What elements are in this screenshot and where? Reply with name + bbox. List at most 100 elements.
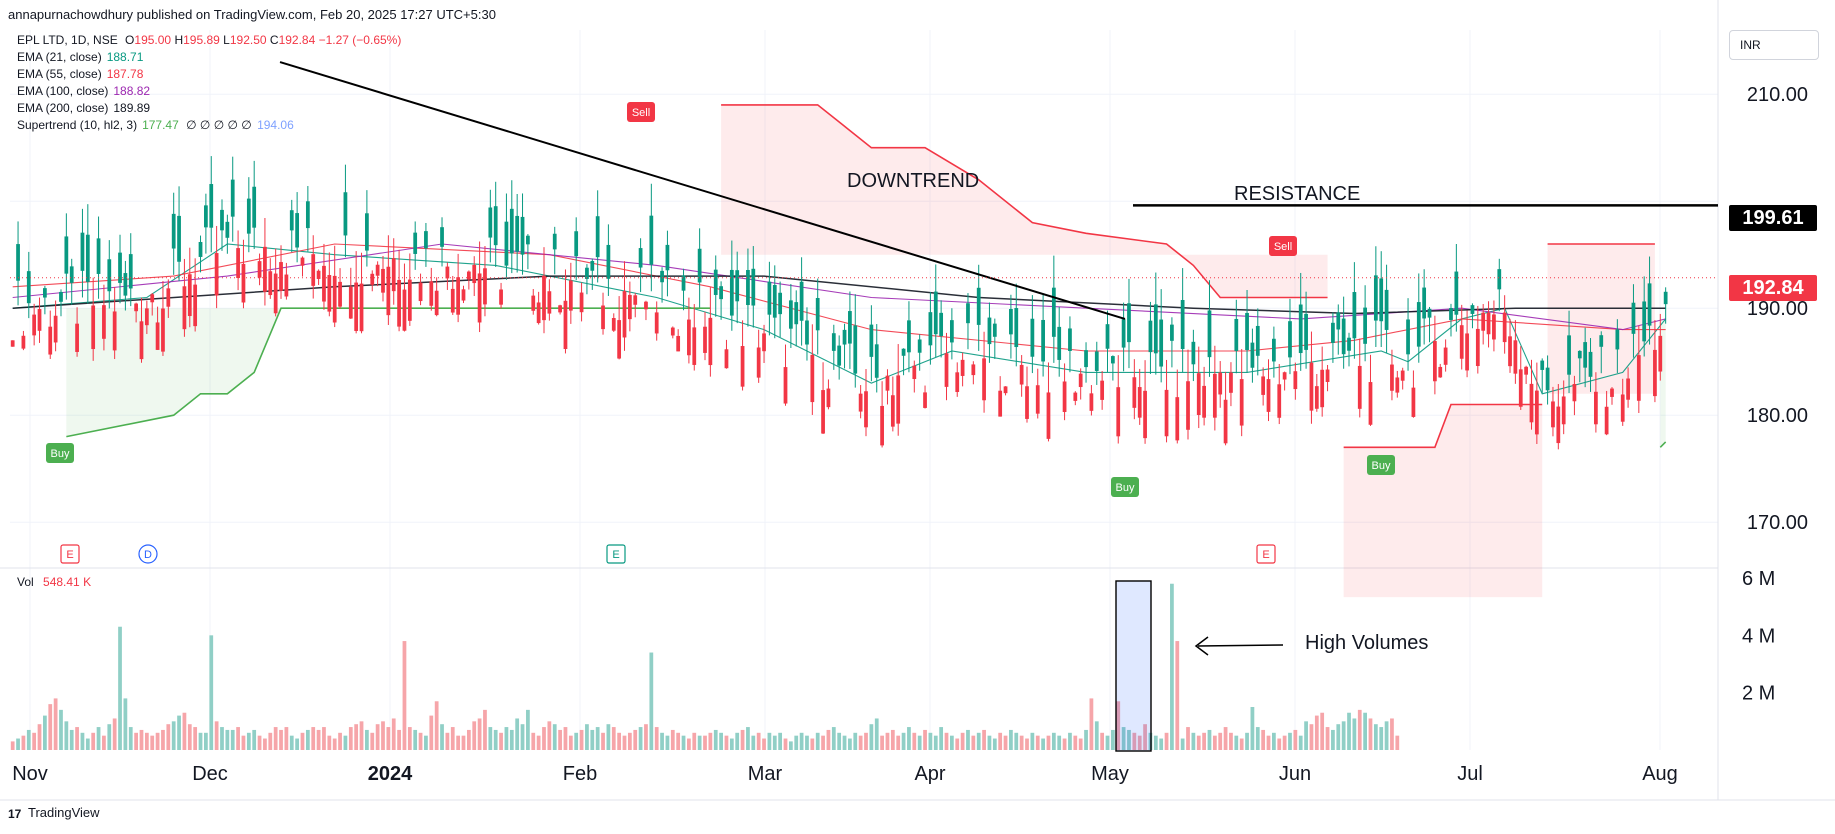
volume-bar bbox=[638, 727, 643, 750]
volume-bar bbox=[1100, 732, 1105, 750]
candle-body bbox=[928, 312, 933, 346]
volume-bar bbox=[713, 729, 718, 750]
volume-bar bbox=[552, 724, 557, 750]
volume-bar bbox=[273, 727, 278, 750]
candle-body bbox=[102, 305, 106, 339]
resistance-price-tag: 199.61 bbox=[1729, 205, 1817, 231]
volume-bar bbox=[1046, 735, 1051, 750]
candle-body bbox=[1229, 372, 1233, 393]
time-tick-label: Jun bbox=[1279, 763, 1311, 785]
currency-button[interactable]: INR bbox=[1729, 30, 1819, 60]
time-tick-label: Jul bbox=[1457, 763, 1483, 785]
time-tick-label: Mar bbox=[748, 763, 783, 785]
candle-body bbox=[466, 271, 471, 280]
volume-bar bbox=[644, 724, 648, 750]
volume-bar bbox=[1019, 735, 1024, 750]
candle-body bbox=[654, 312, 659, 334]
price-tick-label: 170.00 bbox=[1747, 512, 1808, 534]
volume-bar bbox=[322, 727, 326, 750]
volume-bar bbox=[386, 727, 391, 750]
price-tick-label: 190.00 bbox=[1747, 298, 1808, 320]
volume-bar bbox=[1384, 721, 1389, 750]
volume-bar bbox=[853, 732, 858, 750]
candle-body bbox=[488, 207, 493, 238]
volume-bar bbox=[338, 732, 342, 750]
volume-bar bbox=[772, 735, 777, 750]
footer-brand: 17 TradingView bbox=[8, 805, 100, 821]
candle-body bbox=[499, 289, 503, 305]
volume-bar bbox=[949, 735, 954, 750]
candle-body bbox=[1513, 340, 1518, 374]
event-marker-icon bbox=[60, 544, 80, 564]
candle-body bbox=[944, 353, 949, 387]
high-volumes-label: High Volumes bbox=[1305, 632, 1429, 654]
candle-body bbox=[1202, 385, 1206, 418]
volume-bar bbox=[1196, 735, 1201, 750]
time-tick-label: May bbox=[1091, 763, 1129, 785]
candle-body bbox=[161, 308, 165, 352]
volume-bar bbox=[1266, 735, 1271, 750]
volume-bar bbox=[842, 735, 847, 750]
candle-body bbox=[1196, 373, 1201, 415]
candle-body bbox=[617, 320, 622, 359]
candle-body bbox=[279, 262, 283, 291]
volume-bar bbox=[896, 735, 901, 750]
legend-low: 192.50 bbox=[229, 33, 267, 47]
volume-bar bbox=[397, 729, 401, 750]
candle-body bbox=[59, 291, 63, 302]
candle-body bbox=[1588, 351, 1593, 377]
candle-body bbox=[456, 277, 461, 315]
candle-body bbox=[1025, 386, 1029, 419]
volume-bar bbox=[456, 735, 461, 750]
volume-bar bbox=[821, 735, 825, 750]
volume-bar bbox=[220, 727, 224, 750]
high-volume-box bbox=[1115, 580, 1152, 752]
candle-body bbox=[1620, 394, 1625, 422]
volume-bar bbox=[198, 732, 203, 750]
candle-body bbox=[1186, 381, 1190, 430]
candle-body bbox=[568, 280, 573, 311]
volume-bar bbox=[687, 738, 691, 750]
candle-body bbox=[1094, 351, 1099, 371]
volume-bar bbox=[971, 735, 976, 750]
candle-body bbox=[660, 270, 664, 283]
candle-body bbox=[1245, 312, 1249, 351]
volume-bar bbox=[837, 732, 842, 750]
candle-body bbox=[391, 258, 396, 292]
legend-ema100: EMA (100, close) 188.82 bbox=[17, 84, 151, 98]
candle-body bbox=[477, 273, 482, 323]
volume-bar bbox=[563, 727, 568, 750]
candle-body bbox=[1443, 347, 1448, 365]
candle-body bbox=[987, 317, 992, 345]
volume-bar bbox=[204, 732, 208, 750]
candle-body bbox=[1390, 364, 1394, 391]
candle-body bbox=[26, 271, 31, 304]
candle-body bbox=[1170, 324, 1174, 341]
candle-body bbox=[670, 327, 675, 336]
volume-bar bbox=[37, 724, 42, 750]
candle-body bbox=[461, 289, 466, 301]
candle-body bbox=[236, 248, 240, 279]
volume-bar bbox=[69, 729, 74, 750]
volume-bar bbox=[327, 735, 332, 750]
candle-body bbox=[1331, 322, 1335, 343]
candle-body bbox=[381, 268, 385, 293]
volume-bar bbox=[343, 735, 348, 750]
candle-body bbox=[1518, 369, 1523, 407]
volume-bar bbox=[1202, 732, 1206, 750]
volume-bar bbox=[1245, 732, 1249, 750]
volume-bar bbox=[461, 735, 466, 750]
candle-body bbox=[1373, 275, 1378, 321]
candle-body bbox=[960, 359, 965, 376]
candle-body bbox=[992, 323, 997, 337]
volume-bar bbox=[703, 735, 707, 750]
candle-body bbox=[1561, 396, 1566, 425]
volume-bar bbox=[263, 738, 267, 750]
volume-bar bbox=[1035, 735, 1040, 750]
candle-body bbox=[1411, 387, 1416, 417]
resistance-label: RESISTANCE bbox=[1234, 183, 1361, 205]
volume-bar bbox=[890, 729, 895, 750]
candle-body bbox=[772, 285, 777, 318]
volume-bar bbox=[1073, 735, 1078, 750]
